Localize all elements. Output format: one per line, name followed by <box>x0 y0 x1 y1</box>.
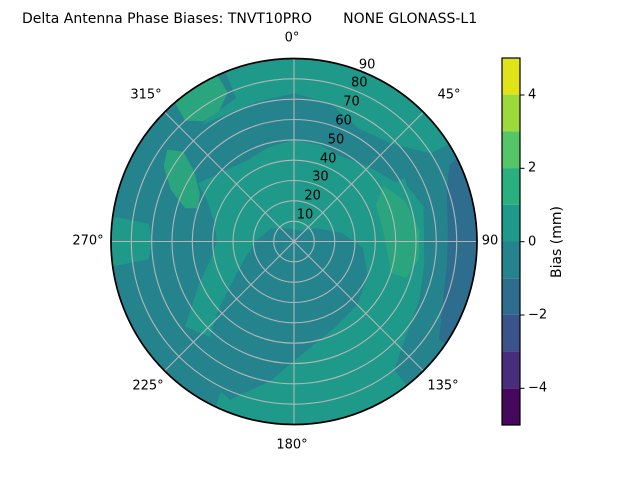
colorbar-segment <box>502 314 520 352</box>
polar-outline <box>110 57 478 426</box>
azimuth-label-225: 225° <box>132 378 164 394</box>
contour-band-m1-0-center-blob <box>207 228 368 400</box>
contour-band-m1-0-left-wedge <box>111 62 237 417</box>
contour-band-m1-0-top-arc <box>149 93 442 185</box>
colorbar-tick-2: 2 <box>528 160 537 176</box>
colorbar-segment <box>502 388 520 425</box>
chart-title: Delta Antenna Phase Biases: TNVT10PRO NO… <box>22 11 478 27</box>
radial-label-20: 20 <box>304 188 321 204</box>
azimuth-label-90: 90 <box>481 233 499 249</box>
radial-label-30: 30 <box>312 169 329 185</box>
contour-band-1-2-left-patch <box>163 149 200 209</box>
colorbar-tick-0: 0 <box>528 234 537 250</box>
colorbar-segment <box>502 58 520 95</box>
radial-label-60: 60 <box>335 113 352 129</box>
colorbar-segment <box>502 278 520 315</box>
azimuth-label-315: 315° <box>130 87 162 103</box>
colorbar-segment <box>502 94 520 132</box>
colorbar-segment <box>502 351 520 389</box>
radial-label-70: 70 <box>343 94 360 110</box>
azimuth-label-270: 270° <box>72 233 104 249</box>
colorbar-segment <box>502 131 520 169</box>
radial-label-80: 80 <box>351 75 368 91</box>
contour-band-1-2-right-patch <box>375 185 420 278</box>
contour-band-1-2-topleft-patch <box>169 66 228 122</box>
colorbar <box>501 57 525 426</box>
colorbar-tick-marks <box>520 94 525 389</box>
colorbar-axis-label: Bias (mm) <box>549 205 565 278</box>
colorbar-tick-m4: −4 <box>528 380 548 396</box>
colorbar-segment <box>502 241 520 279</box>
radial-label-50: 50 <box>327 132 345 148</box>
grid-spoke-135-315 <box>164 111 424 372</box>
azimuth-label-45: 45° <box>437 87 461 103</box>
radial-label-40: 40 <box>319 151 337 166</box>
radial-label-90: 90 <box>358 57 376 73</box>
radial-label-10: 10 <box>296 207 314 223</box>
polar-grid <box>111 59 477 424</box>
colorbar-tick-m2: −2 <box>528 307 548 323</box>
azimuth-label-0: 0° <box>284 30 300 46</box>
azimuth-label-180: 180° <box>276 437 308 453</box>
colorbar-segment <box>502 204 520 242</box>
colorbar-segment <box>502 168 520 205</box>
azimuth-label-135: 135° <box>427 378 459 394</box>
colorbar-tick-4: 4 <box>528 87 537 103</box>
